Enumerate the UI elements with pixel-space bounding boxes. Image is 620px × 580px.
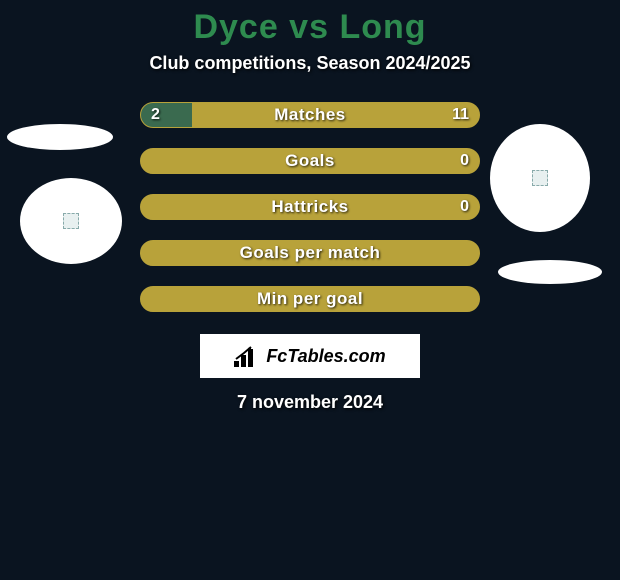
stat-bar: Hattricks0: [140, 194, 480, 220]
player-placeholder-icon: [63, 213, 79, 229]
stat-bar: Matches2 11: [140, 102, 480, 128]
stat-bar: Goals per match: [140, 240, 480, 266]
stat-bar-left-value: 2: [151, 103, 160, 127]
fctables-icon: [234, 345, 262, 367]
stat-bar-right-value: 0: [460, 195, 469, 219]
decor-ellipse: [490, 124, 590, 232]
stats-bars: Matches211Goals0Hattricks0Goals per matc…: [140, 102, 480, 312]
stat-bar-label: Goals per match: [141, 241, 479, 265]
stat-bar: Min per goal: [140, 286, 480, 312]
stat-bar-right-value: 11: [452, 103, 469, 127]
subtitle: Club competitions, Season 2024/2025: [0, 53, 620, 74]
stat-bar-label: Hattricks: [141, 195, 479, 219]
date-text: 7 november 2024: [0, 392, 620, 413]
stat-bar-label: Min per goal: [141, 287, 479, 311]
stat-bar: Goals0: [140, 148, 480, 174]
decor-ellipse: [7, 124, 113, 150]
badge-text: FcTables.com: [266, 346, 385, 367]
stat-bar-right-value: 0: [460, 149, 469, 173]
fctables-badge: FcTables.com: [200, 334, 420, 378]
stat-bar-label: Goals: [141, 149, 479, 173]
player-placeholder-icon: [532, 170, 548, 186]
stat-bar-label: Matches: [141, 103, 479, 127]
decor-ellipse: [498, 260, 602, 284]
page-title: Dyce vs Long: [0, 8, 620, 47]
decor-ellipse: [20, 178, 122, 264]
